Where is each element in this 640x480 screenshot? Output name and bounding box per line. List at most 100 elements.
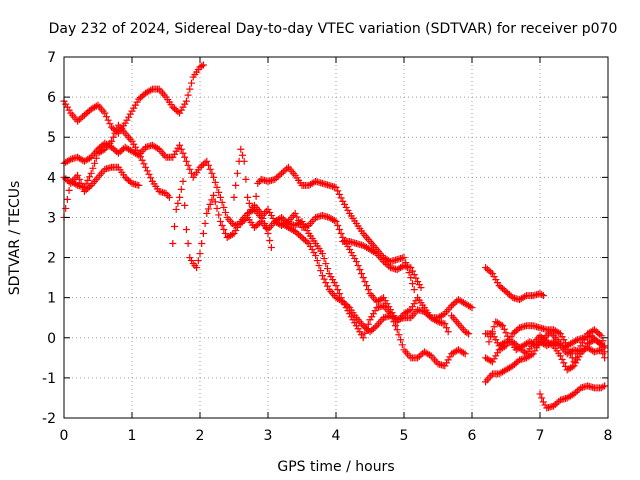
data-point xyxy=(589,333,597,341)
data-point xyxy=(405,307,413,315)
data-point xyxy=(307,243,314,251)
data-point xyxy=(128,107,136,115)
data-point xyxy=(182,225,190,233)
data-point xyxy=(492,336,500,344)
data-point xyxy=(573,387,581,395)
data-point xyxy=(250,205,258,213)
data-point xyxy=(342,301,350,309)
data-point xyxy=(278,213,286,221)
data-point xyxy=(601,382,609,390)
data-point xyxy=(103,113,110,121)
grid xyxy=(64,57,608,418)
data-point xyxy=(181,153,189,161)
data-point xyxy=(254,220,262,228)
data-point xyxy=(392,322,399,330)
data-point xyxy=(194,257,202,265)
data-point xyxy=(410,286,418,294)
data-point xyxy=(344,302,352,310)
data-point xyxy=(99,146,107,154)
data-point xyxy=(361,329,369,337)
data-point xyxy=(409,267,416,275)
data-point xyxy=(443,324,450,332)
data-point xyxy=(349,252,357,260)
data-point xyxy=(568,363,576,371)
data-point xyxy=(363,325,371,333)
data-point xyxy=(276,171,284,179)
data-point xyxy=(215,211,223,219)
data-point xyxy=(397,336,405,344)
data-point xyxy=(121,173,129,181)
data-point xyxy=(79,113,87,121)
data-point xyxy=(538,394,546,402)
data-point xyxy=(536,390,544,398)
data-point xyxy=(80,111,88,119)
data-point xyxy=(409,303,416,311)
data-point xyxy=(172,147,180,155)
data-point xyxy=(198,62,206,70)
data-point xyxy=(211,178,219,186)
data-point xyxy=(176,109,184,117)
data-point xyxy=(492,276,500,284)
data-point xyxy=(62,100,70,108)
data-point xyxy=(87,169,95,177)
x-axis-title: GPS time / hours xyxy=(277,459,394,475)
data-point xyxy=(356,328,364,336)
data-point xyxy=(383,261,391,269)
data-point xyxy=(502,329,510,337)
x-tick-label: 8 xyxy=(604,428,613,444)
data-point xyxy=(278,169,286,177)
data-point xyxy=(346,310,354,318)
data-point xyxy=(590,326,598,334)
data-point xyxy=(531,347,539,355)
data-point xyxy=(339,298,347,306)
data-point xyxy=(237,145,245,153)
data-point xyxy=(599,383,607,391)
data-point xyxy=(213,183,221,191)
data-point xyxy=(198,240,206,248)
data-point xyxy=(407,306,415,314)
data-point xyxy=(490,273,498,281)
data-point xyxy=(108,137,116,145)
data-point xyxy=(199,160,207,168)
data-point xyxy=(291,209,299,217)
data-point xyxy=(385,303,393,311)
data-point xyxy=(145,170,153,178)
data-point xyxy=(80,183,88,191)
data-point xyxy=(111,146,119,154)
data-point xyxy=(485,267,493,275)
axis-ticks xyxy=(63,56,609,419)
data-point xyxy=(597,341,605,349)
series-track-f xyxy=(230,145,275,252)
data-point xyxy=(364,320,372,328)
data-point xyxy=(441,320,449,328)
data-point xyxy=(422,309,430,317)
data-point xyxy=(232,181,240,189)
data-point xyxy=(536,339,544,347)
data-point xyxy=(111,129,119,137)
data-point xyxy=(172,205,180,213)
data-point xyxy=(186,254,194,262)
data-point xyxy=(201,219,209,227)
data-point xyxy=(596,330,603,338)
data-point xyxy=(529,350,537,358)
data-point xyxy=(205,161,212,169)
x-tick-label: 3 xyxy=(264,428,273,444)
data-point xyxy=(596,339,603,347)
data-point xyxy=(371,323,379,331)
data-point xyxy=(371,249,379,257)
data-point xyxy=(324,265,331,273)
x-tick-label: 5 xyxy=(400,428,409,444)
data-point xyxy=(142,163,150,171)
data-point xyxy=(497,321,505,329)
data-point xyxy=(488,328,496,336)
data-point xyxy=(143,167,151,175)
data-point xyxy=(499,285,507,293)
data-point xyxy=(533,342,541,350)
data-point xyxy=(575,353,583,361)
data-point xyxy=(366,328,374,336)
data-point xyxy=(130,140,138,148)
data-point xyxy=(114,149,122,157)
series-track-o xyxy=(485,318,609,354)
data-point xyxy=(176,193,184,201)
data-point xyxy=(274,172,282,180)
